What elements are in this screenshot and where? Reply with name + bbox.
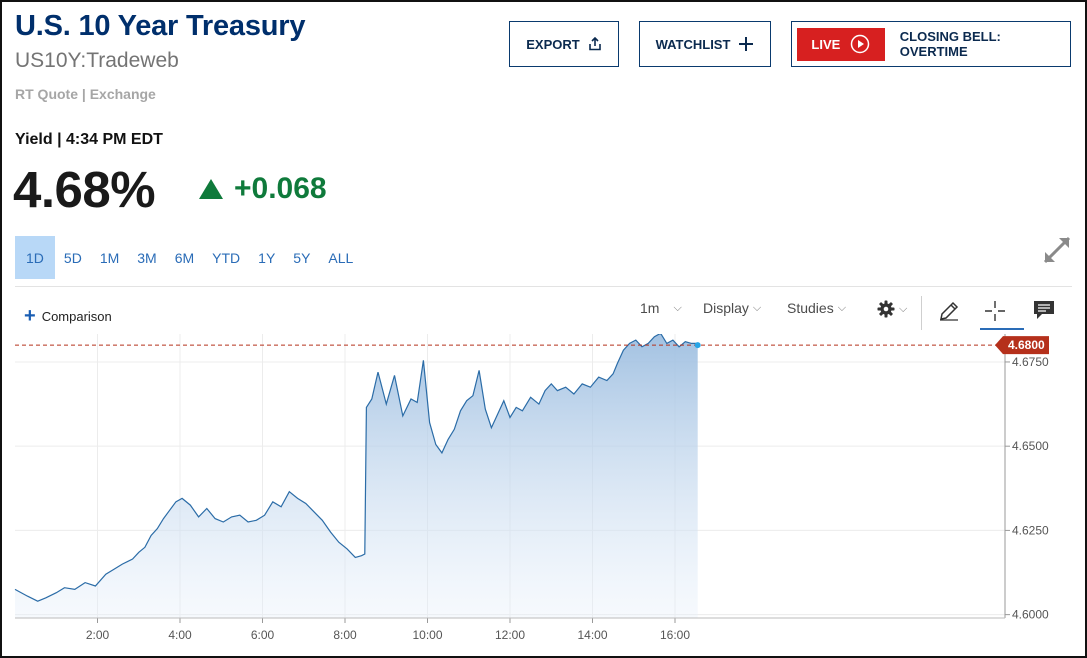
comparison-button[interactable]: + Comparison — [24, 305, 112, 328]
last-price-tag-shape — [995, 336, 1049, 355]
display-dropdown[interactable]: Display ⌵ — [703, 300, 761, 316]
page-title: U.S. 10 Year Treasury — [15, 10, 306, 42]
last-price: 4.68% — [13, 161, 156, 218]
export-button[interactable]: EXPORT — [509, 21, 619, 67]
x-axis-ticks: 2:00 4:00 6:00 8:00 10:00 12:00 14:00 16:00 — [15, 617, 1005, 642]
crosshair-button[interactable] — [984, 300, 1006, 322]
play-circle-icon — [850, 34, 870, 54]
x-tick-label: 12:00 — [495, 628, 525, 642]
studies-label: Studies — [787, 300, 834, 316]
plus-icon — [738, 36, 754, 52]
range-6m[interactable]: 6M — [174, 249, 195, 266]
draw-tool-button[interactable] — [938, 300, 960, 322]
x-tick-label: 14:00 — [577, 628, 607, 642]
comment-icon — [1033, 300, 1055, 320]
live-badge: LIVE — [797, 27, 885, 61]
range-5d[interactable]: 5D — [63, 249, 82, 266]
live-stream-button[interactable]: LIVE CLOSING BELL: OVERTIME — [791, 21, 1071, 67]
live-show-title: CLOSING BELL: OVERTIME — [899, 29, 1001, 59]
last-point — [694, 342, 701, 349]
live-label: LIVE — [811, 36, 841, 52]
chevron-down-icon: ⌵ — [899, 302, 908, 315]
y-tick-label: 4.6250 — [1012, 523, 1049, 537]
price-chart[interactable]: 4.6000 4.6250 4.6500 4.6750 2:00 4:00 6:00 8:0… — [0, 334, 1087, 658]
pencil-icon — [938, 300, 960, 322]
chevron-down-icon: ⌵ — [752, 301, 762, 314]
export-label: EXPORT — [526, 36, 580, 52]
toolbar-divider — [15, 286, 1072, 287]
crosshair-active-indicator — [980, 328, 1024, 330]
interval-label: 1m — [640, 300, 660, 316]
crosshair-icon — [984, 300, 1006, 322]
y-tick-label: 4.6000 — [1012, 608, 1049, 622]
x-tick-label: 8:00 — [333, 628, 357, 642]
quote-source: RT Quote | Exchange — [15, 86, 156, 102]
range-ytd[interactable]: YTD — [212, 249, 241, 266]
share-upload-icon — [588, 37, 602, 51]
last-price-tag: 4.6800 — [995, 336, 1049, 355]
comparison-label: Comparison — [41, 309, 112, 324]
x-tick-label: 6:00 — [251, 628, 275, 642]
y-tick-label: 4.6750 — [1012, 355, 1049, 369]
plus-icon: + — [24, 305, 36, 327]
range-all[interactable]: ALL — [328, 249, 354, 266]
expand-arrows-icon[interactable] — [1043, 236, 1071, 264]
range-1d[interactable]: 1D — [15, 236, 55, 279]
y-axis-ticks: 4.6000 4.6250 4.6500 4.6750 — [1005, 355, 1049, 622]
yield-timestamp: Yield | 4:34 PM EDT — [15, 131, 163, 148]
interval-dropdown[interactable]: 1m ⌵ — [640, 300, 682, 316]
gear-icon — [877, 300, 895, 318]
watchlist-label: WATCHLIST — [655, 36, 731, 52]
up-arrow-icon — [199, 179, 223, 199]
studies-dropdown[interactable]: Studies ⌵ — [787, 300, 846, 316]
range-1m[interactable]: 1M — [99, 249, 120, 266]
toolbar-separator — [921, 296, 922, 330]
series-area — [15, 334, 698, 618]
x-tick-label: 2:00 — [86, 628, 110, 642]
settings-dropdown[interactable]: ⌵ — [877, 300, 907, 318]
price-change-value: +0.068 — [234, 172, 327, 205]
watchlist-button[interactable]: WATCHLIST — [639, 21, 771, 67]
range-3m[interactable]: 3M — [137, 249, 157, 266]
symbol-label: US10Y:Tradeweb — [15, 49, 179, 72]
x-tick-label: 10:00 — [412, 628, 442, 642]
comment-button[interactable] — [1033, 300, 1055, 320]
chevron-down-icon: ⌵ — [673, 301, 682, 314]
last-price-tag-label: 4.6800 — [1008, 338, 1045, 352]
price-change: +0.068 — [199, 172, 327, 206]
series-line — [14, 334, 698, 602]
range-1y[interactable]: 1Y — [258, 249, 276, 266]
x-tick-label: 4:00 — [168, 628, 192, 642]
range-selector: 1D 5D 1M 3M 6M YTD 1Y 5Y ALL — [15, 236, 362, 279]
range-5y[interactable]: 5Y — [293, 249, 311, 266]
x-tick-label: 16:00 — [660, 628, 690, 642]
chevron-down-icon: ⌵ — [837, 301, 847, 314]
display-label: Display — [703, 300, 749, 316]
y-tick-label: 4.6500 — [1012, 439, 1049, 453]
